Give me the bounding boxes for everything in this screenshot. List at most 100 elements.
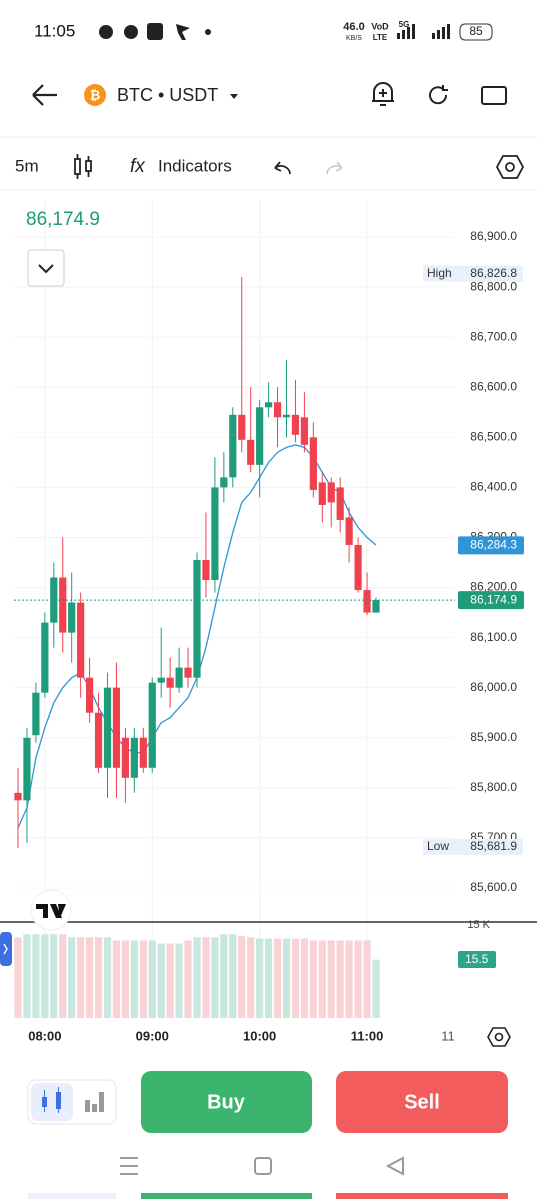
partial-buy	[141, 1193, 312, 1199]
toggle-bar-icon	[85, 1092, 104, 1112]
sell-button[interactable]	[336, 1071, 508, 1133]
candle-body	[202, 560, 210, 581]
interval[interactable]: 5m	[15, 156, 39, 175]
candle-body	[166, 677, 174, 688]
volume-bar	[86, 937, 94, 1018]
nav-home[interactable]	[254, 1157, 272, 1175]
volume-tag	[458, 951, 496, 968]
chart-settings-dot	[505, 162, 515, 172]
indicators-icon[interactable]: fx	[130, 156, 146, 177]
buy-button[interactable]	[141, 1071, 312, 1133]
nav-menu[interactable]	[120, 1157, 138, 1175]
price-tag-label: 86,174.9	[470, 592, 517, 606]
toggle-candle-icon	[42, 1087, 61, 1113]
candle-body	[265, 402, 273, 408]
pair-name[interactable]: BTC • USDT	[117, 85, 218, 105]
y-tick-label: 86,200.0	[470, 580, 517, 594]
y-tick-label: 86,500.0	[470, 430, 517, 444]
candle-body	[157, 677, 165, 683]
candle-body	[327, 482, 335, 503]
ma-tag-label: 86,284.3	[470, 538, 517, 552]
volume-bar	[372, 959, 380, 1018]
volume-bar	[247, 937, 255, 1018]
volume-bar	[112, 940, 121, 1018]
volume-bar	[103, 937, 112, 1018]
axis-settings-dot	[494, 1032, 504, 1042]
redo-button[interactable]	[326, 161, 343, 175]
panel-tab-arrow	[3, 943, 8, 955]
candle-body	[86, 677, 94, 713]
candle-body	[121, 737, 129, 778]
candle-body	[318, 482, 326, 505]
alert-button[interactable]	[372, 82, 394, 106]
buy-label[interactable]: Buy	[207, 1091, 246, 1113]
status-speed: 46.0	[343, 21, 364, 33]
status-icons	[99, 23, 211, 40]
candle-body	[32, 692, 40, 736]
x-tick-label: 09:00	[136, 1028, 169, 1043]
status-carrier: VoD	[371, 21, 389, 31]
btc-icon	[84, 84, 106, 106]
candle-body	[256, 407, 264, 465]
volume-bar	[41, 934, 49, 1018]
volume-bar	[50, 934, 58, 1018]
indicators[interactable]: Indicators	[158, 156, 232, 175]
volume-bar	[282, 938, 291, 1018]
candle-body	[309, 437, 317, 490]
status-time: 11:05	[34, 21, 75, 40]
volume-bar	[59, 934, 67, 1018]
candle-body	[220, 477, 228, 488]
y-tick-label: 86,900.0	[470, 229, 517, 243]
status-signal-type: 5G	[399, 20, 410, 29]
y-tick-label: 85,800.0	[470, 780, 517, 794]
x-tick-label: 08:00	[28, 1028, 61, 1043]
back-button[interactable]	[32, 84, 57, 106]
volume-bar	[175, 943, 183, 1018]
wallet-button[interactable]	[481, 86, 507, 105]
candle-body	[238, 414, 246, 440]
volume-bar	[327, 940, 335, 1018]
volume-bar	[336, 940, 344, 1018]
candle-body	[372, 600, 380, 613]
candle-body	[282, 414, 291, 418]
axis-settings	[487, 1027, 511, 1047]
volume-bar	[23, 934, 31, 1018]
chart: 08:00 09:00 10:00 11:00 1186,900.086,800.086…	[0, 200, 537, 1047]
candle-body	[193, 560, 201, 678]
battery	[459, 23, 493, 41]
y-tick-label: 86,000.0	[470, 680, 517, 694]
volume-bar	[166, 943, 174, 1018]
y-tick-label: 85,900.0	[470, 730, 517, 744]
pair-dropdown[interactable]	[230, 94, 238, 99]
candle-body	[77, 602, 85, 678]
tv-logo	[30, 889, 72, 931]
volume-bar	[256, 938, 264, 1018]
collapse-button[interactable]	[27, 249, 65, 287]
panel-tab	[0, 932, 12, 966]
low-tag-name: Low	[427, 839, 449, 853]
partial-toggle	[28, 1193, 116, 1199]
candle-body	[103, 687, 112, 768]
volume-bar	[309, 940, 317, 1018]
high-tag-label: 86,826.8	[470, 266, 517, 280]
volume-bar	[184, 940, 192, 1018]
nav-back[interactable]	[385, 1156, 404, 1176]
volume-bar	[139, 940, 147, 1018]
undo-button[interactable]	[274, 161, 291, 175]
refresh-button[interactable]	[429, 85, 448, 105]
signal-bars	[397, 24, 450, 39]
volume-bar	[193, 937, 201, 1018]
candle-type-button[interactable]	[74, 154, 92, 179]
candle-body	[112, 687, 121, 768]
volume-tick-label: 15 K	[467, 919, 490, 931]
candle-body	[336, 487, 344, 520]
y-tick-label: 85,600.0	[470, 880, 517, 894]
candle-body	[14, 792, 22, 801]
candle-body	[354, 544, 362, 591]
volume-bar	[354, 940, 362, 1018]
sell-label[interactable]: Sell	[404, 1091, 440, 1113]
candle-body	[59, 577, 67, 633]
chart-settings[interactable]	[495, 155, 525, 179]
candle-body	[50, 577, 58, 623]
